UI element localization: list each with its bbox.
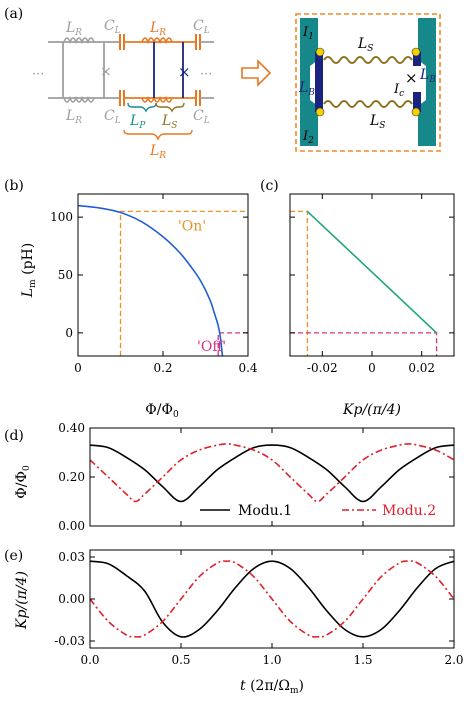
junction-cross-right: × xyxy=(405,69,418,87)
x-tick-label-c: 0 xyxy=(368,361,376,375)
ylabel-b: Lm (pH) xyxy=(20,243,38,298)
svg-text:CL: CL xyxy=(193,108,210,126)
series-line-e-Modu.1 xyxy=(89,560,455,638)
svg-text:I2: I2 xyxy=(302,129,314,146)
annotation-b-1: 'Off' xyxy=(197,339,226,355)
xlabel-b: Φ/Φ0 xyxy=(145,402,179,420)
y-tick-label-e: 0.00 xyxy=(58,592,85,606)
chart-d: 0.00 0.20 0.40 Modu.1 Modu.2 xyxy=(58,421,455,533)
xlabel-c: Kp/(π/4) xyxy=(342,402,401,418)
chain-dots-left: ··· xyxy=(32,67,44,82)
y-tick-label-b: 0 xyxy=(65,326,73,340)
series-line-d-Modu.2 xyxy=(89,443,455,503)
svg-text:LS: LS xyxy=(369,113,385,131)
guide-line-c-1 xyxy=(290,332,438,356)
panel-label-e: (e) xyxy=(4,548,23,564)
arrow-icon xyxy=(241,59,272,87)
x-tick-label-b: 0.4 xyxy=(238,361,257,375)
x-tick-label-b: 0 xyxy=(74,361,82,375)
svg-text:Ic: Ic xyxy=(393,82,404,99)
panel-label-a: (a) xyxy=(4,6,23,22)
svg-text:LR: LR xyxy=(149,20,166,38)
series-line-c-0 xyxy=(306,210,438,334)
chain-dots-right: ··· xyxy=(200,67,212,82)
guide-line-b-0 xyxy=(119,210,248,356)
series-line-e-Modu.2 xyxy=(89,560,455,638)
x-tick-label-e: 0.5 xyxy=(171,653,190,667)
svg-text:CL: CL xyxy=(104,18,121,36)
ylabel-d: Φ/Φ0 xyxy=(14,465,32,499)
plot-frame-b xyxy=(77,193,249,357)
svg-text:LB: LB xyxy=(419,67,436,85)
junction-cross-left: × xyxy=(100,64,112,80)
svg-text:LR: LR xyxy=(65,20,82,38)
x-tick-label-c: 0.02 xyxy=(408,361,435,375)
y-tick-label-e: -0.03 xyxy=(54,634,85,648)
x-tick-label-e: 1.5 xyxy=(353,653,372,667)
legend-label-modu2: Modu.2 xyxy=(382,503,436,519)
svg-text:LS: LS xyxy=(357,36,373,54)
xlabel-e: t (2π/Ωm) xyxy=(240,678,304,696)
y-tick-label-b: 100 xyxy=(50,210,73,224)
svg-text:CL: CL xyxy=(193,18,210,36)
y-tick-label-e: 0.03 xyxy=(58,550,85,564)
svg-text:CL: CL xyxy=(104,108,121,126)
series-line-d-Modu.1 xyxy=(89,444,455,503)
chart-b: 0 0.2 0.4 0 50 100 'On' 'Off' xyxy=(50,193,258,375)
panel-label-d: (d) xyxy=(4,428,24,444)
x-tick-label-e: 0.0 xyxy=(80,653,99,667)
svg-text:LR: LR xyxy=(149,143,166,161)
x-tick-label-e: 1.0 xyxy=(262,653,281,667)
x-tick-label-e: 2.0 xyxy=(444,653,463,667)
svg-text:LS: LS xyxy=(161,113,177,131)
y-tick-label-d: 0.40 xyxy=(58,421,85,435)
guide-line-c-0 xyxy=(290,210,309,356)
svg-text:LP: LP xyxy=(129,113,146,131)
annotation-b-0: 'On' xyxy=(178,219,206,235)
junction-cross-mid: × xyxy=(178,63,191,81)
x-tick-label-b: 0.2 xyxy=(153,361,172,375)
y-tick-label-b: 50 xyxy=(58,268,73,282)
svg-text:LR: LR xyxy=(65,108,82,126)
y-tick-label-d: 0.00 xyxy=(58,519,85,533)
ylabel-e: Kp/(π/4) xyxy=(14,571,30,630)
panel-label-b: (b) xyxy=(4,178,24,194)
svg-text:LB: LB xyxy=(298,80,315,98)
series-line-b-0 xyxy=(77,204,224,357)
x-tick-label-c: -0.02 xyxy=(307,361,338,375)
svg-text:I1: I1 xyxy=(302,25,314,42)
chart-e: 0.0 0.5 1.0 1.5 2.0 -0.03 0.00 0.03 xyxy=(54,549,464,667)
panel-label-c: (c) xyxy=(260,178,279,194)
circuit-right: × I1 I2 LS LS LB LB Ic xyxy=(295,13,441,152)
legend-label-modu1: Modu.1 xyxy=(238,503,292,519)
circuit-left: ··· ··· × LR LR CL CL × LR CL CL xyxy=(32,18,214,161)
y-tick-label-d: 0.20 xyxy=(58,470,85,484)
chart-c: -0.02 0 0.02 xyxy=(289,193,455,375)
guide-line-b-1 xyxy=(217,332,248,356)
